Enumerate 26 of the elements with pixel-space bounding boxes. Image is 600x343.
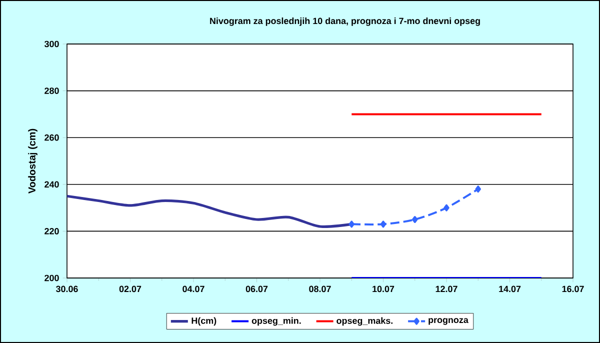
x-tick-label: 16.07 bbox=[562, 286, 584, 292]
y-axis-title: Vodostaj (cm) bbox=[28, 128, 38, 194]
y-tick-label: 280 bbox=[44, 88, 59, 94]
y-tick-label: 240 bbox=[44, 181, 59, 188]
x-tick-label: 04.07 bbox=[182, 286, 204, 292]
x-tick-label: 06.07 bbox=[246, 286, 268, 292]
legend-label: opseg_min. bbox=[252, 317, 301, 326]
x-tick-label: 10.07 bbox=[372, 286, 394, 292]
point bbox=[444, 204, 450, 212]
legend-label: H(cm) bbox=[192, 317, 216, 326]
legend-label: prognoza bbox=[428, 318, 468, 325]
point bbox=[412, 216, 418, 223]
x-tick-label: 30.06 bbox=[56, 286, 78, 292]
x-tick-label: 14.07 bbox=[499, 286, 521, 292]
point bbox=[348, 220, 354, 228]
legend-label: opseg_maks. bbox=[336, 317, 392, 326]
point bbox=[475, 186, 481, 193]
chart-title: Nivogram za poslednjih 10 dana, prognoza i 7-mo dnevni opseg bbox=[210, 18, 480, 26]
x-tick-label: 12.07 bbox=[436, 286, 458, 292]
point bbox=[380, 220, 386, 228]
x-tick-label: 08.07 bbox=[309, 286, 331, 292]
y-tick-label: 260 bbox=[44, 134, 59, 141]
y-tick-label: 300 bbox=[44, 40, 59, 48]
y-tick-label: 200 bbox=[44, 274, 59, 282]
x-tick-label: 02.07 bbox=[119, 286, 142, 292]
y-tick-label: 220 bbox=[44, 228, 59, 234]
